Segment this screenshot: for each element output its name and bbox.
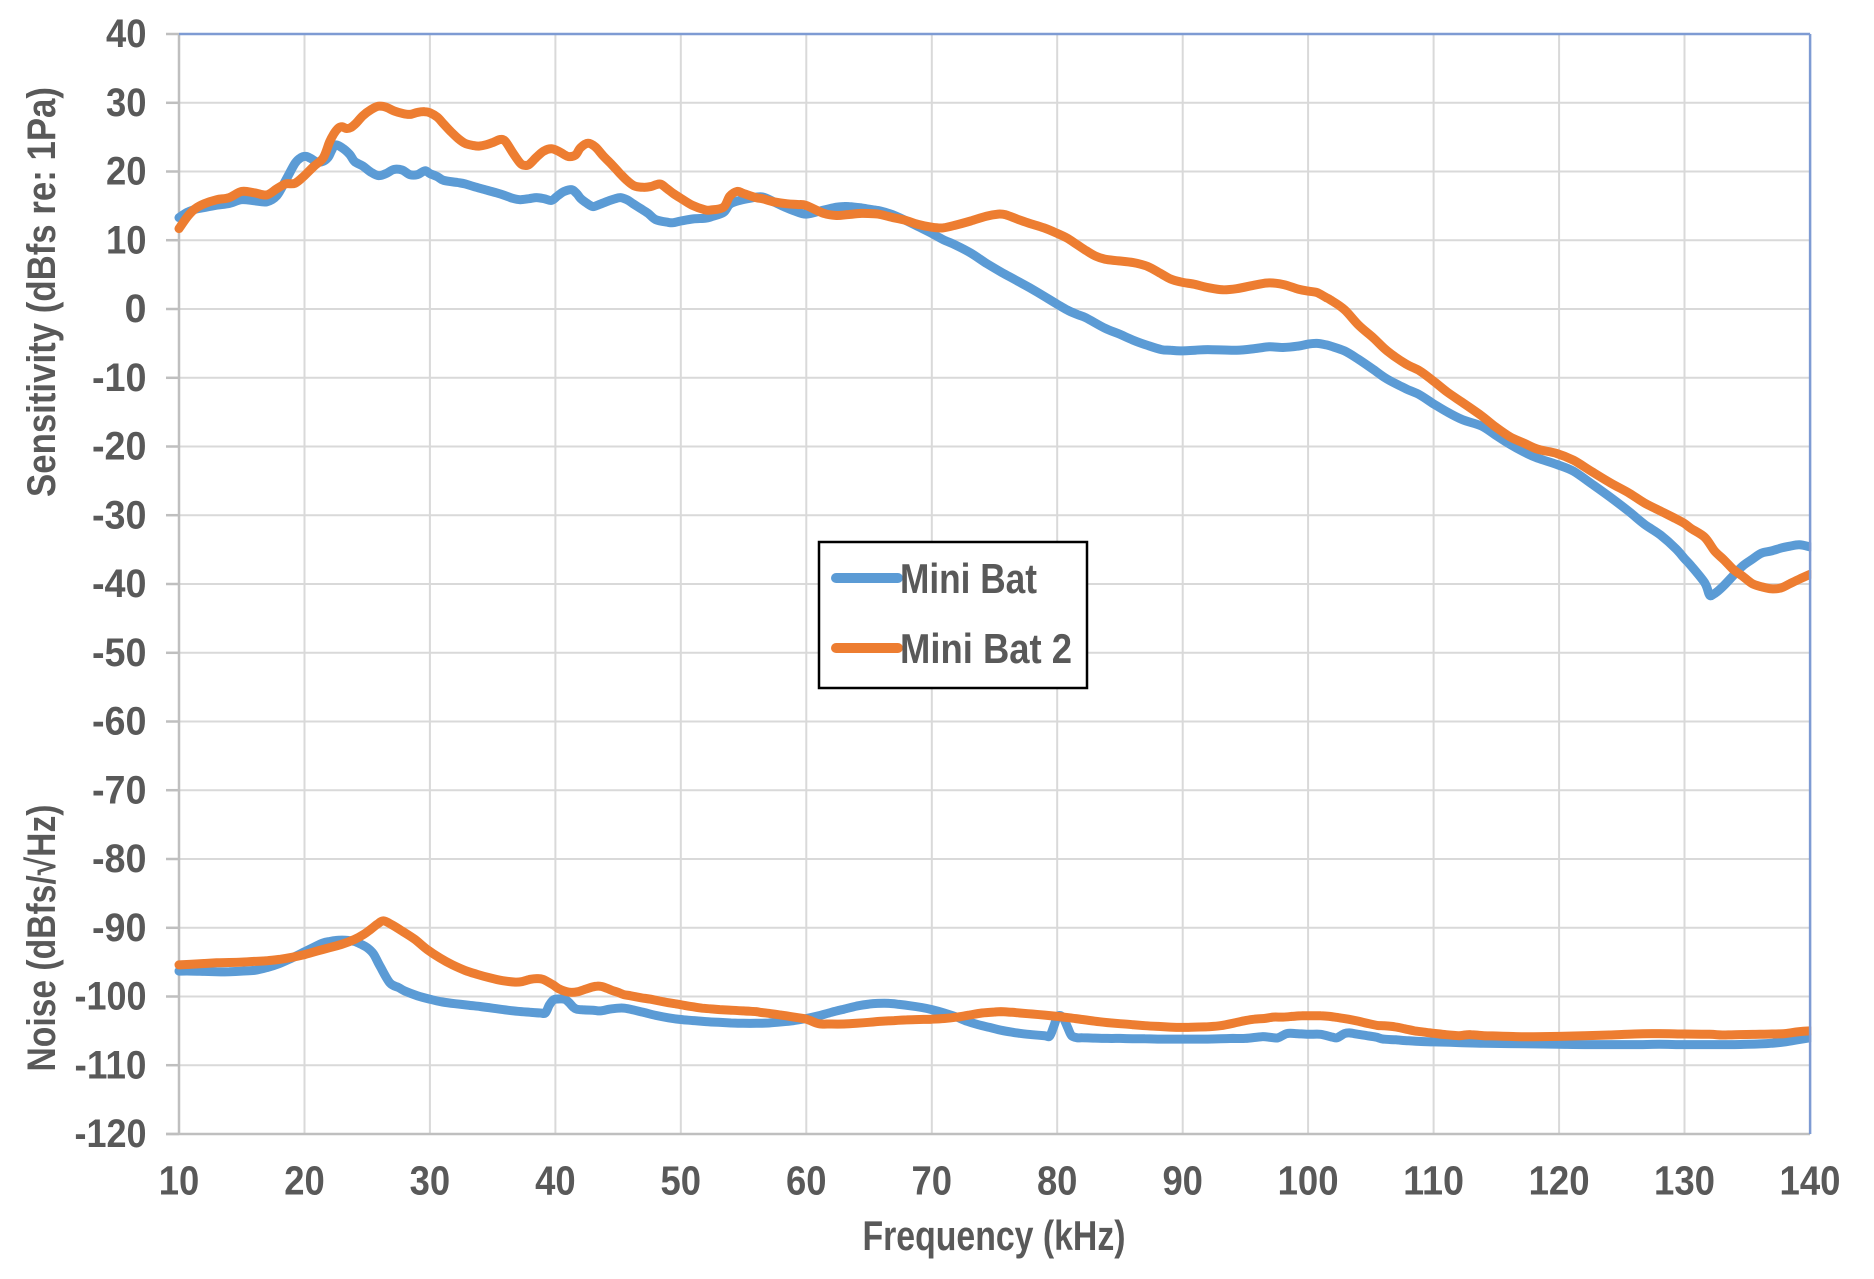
svg-text:-20: -20 (92, 425, 147, 469)
svg-text:30: 30 (106, 81, 147, 125)
svg-text:-90: -90 (92, 906, 147, 950)
svg-text:50: 50 (661, 1158, 702, 1204)
svg-text:-40: -40 (92, 562, 147, 606)
svg-text:-100: -100 (75, 975, 147, 1019)
svg-text:70: 70 (912, 1158, 953, 1204)
svg-text:20: 20 (284, 1158, 325, 1204)
svg-text:120: 120 (1529, 1158, 1590, 1204)
svg-text:10: 10 (159, 1158, 200, 1204)
svg-text:-110: -110 (75, 1044, 147, 1088)
svg-text:Mini Bat: Mini Bat (900, 555, 1037, 602)
svg-text:20: 20 (106, 150, 147, 194)
svg-text:80: 80 (1037, 1158, 1078, 1204)
svg-text:10: 10 (106, 218, 147, 262)
svg-text:60: 60 (786, 1158, 827, 1204)
svg-text:-50: -50 (92, 631, 147, 675)
svg-text:40: 40 (106, 12, 147, 56)
svg-text:-120: -120 (75, 1112, 147, 1156)
svg-text:110: 110 (1403, 1158, 1464, 1204)
svg-text:0: 0 (125, 287, 147, 331)
svg-text:-70: -70 (92, 769, 147, 813)
svg-text:-30: -30 (92, 494, 147, 538)
svg-text:130: 130 (1654, 1158, 1715, 1204)
svg-text:90: 90 (1162, 1158, 1203, 1204)
svg-text:100: 100 (1278, 1158, 1339, 1204)
svg-text:-60: -60 (92, 700, 147, 744)
svg-text:40: 40 (535, 1158, 576, 1204)
svg-text:Frequency (kHz): Frequency (kHz) (863, 1212, 1126, 1259)
svg-text:30: 30 (410, 1158, 451, 1204)
svg-text:Noise (dBfs/√Hz): Noise (dBfs/√Hz) (20, 805, 64, 1072)
svg-text:Mini Bat 2: Mini Bat 2 (900, 625, 1072, 672)
svg-text:140: 140 (1780, 1158, 1841, 1204)
svg-text:-10: -10 (92, 356, 147, 400)
svg-text:Sensitivity (dBfs re: 1Pa): Sensitivity (dBfs re: 1Pa) (20, 87, 64, 497)
svg-text:-80: -80 (92, 837, 147, 881)
